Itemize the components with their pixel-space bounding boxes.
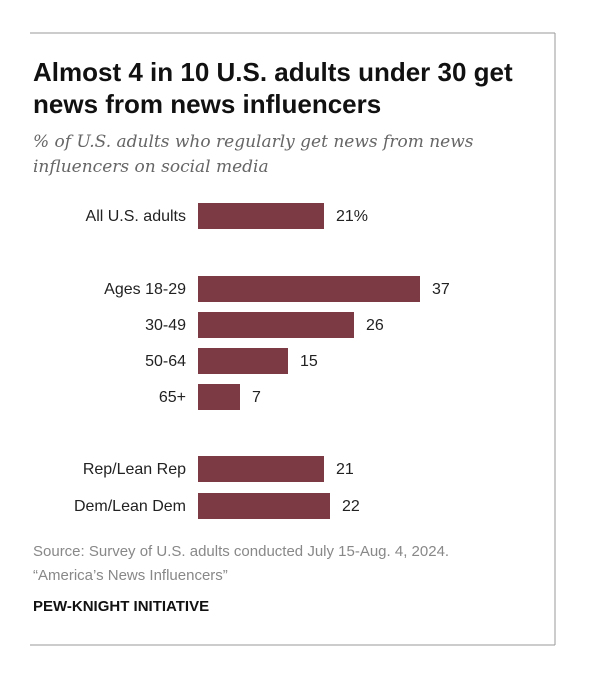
bar — [198, 456, 324, 482]
chart-title: Almost 4 in 10 U.S. adults under 30 get … — [33, 57, 513, 119]
bar — [198, 348, 288, 374]
chart-subtitle: % of U.S. adults who regularly get news … — [33, 132, 474, 177]
source: Source: Survey of U.S. adults conducted … — [33, 543, 450, 560]
bar — [198, 203, 324, 229]
category-label: Dem/Lean Dem — [74, 498, 186, 515]
category-label: 30-49 — [145, 317, 186, 334]
bar — [198, 276, 420, 302]
value-label: 22 — [342, 498, 360, 515]
credit: PEW-KNIGHT INITIATIVE — [33, 598, 210, 615]
value-label: 7 — [252, 389, 261, 406]
bar — [198, 384, 240, 410]
value-label: 21 — [336, 461, 354, 478]
bar — [198, 493, 330, 519]
category-label: 65+ — [159, 389, 186, 406]
category-label: 50-64 — [145, 353, 186, 370]
bar — [198, 312, 354, 338]
value-label: 21% — [336, 208, 368, 225]
category-label: Ages 18-29 — [104, 281, 186, 298]
value-label: 37 — [432, 281, 450, 298]
category-label: Rep/Lean Rep — [83, 461, 186, 478]
value-label: 26 — [366, 317, 384, 334]
category-label: All U.S. adults — [86, 208, 186, 225]
note: “America’s News Influencers” — [33, 567, 228, 584]
value-label: 15 — [300, 353, 318, 370]
